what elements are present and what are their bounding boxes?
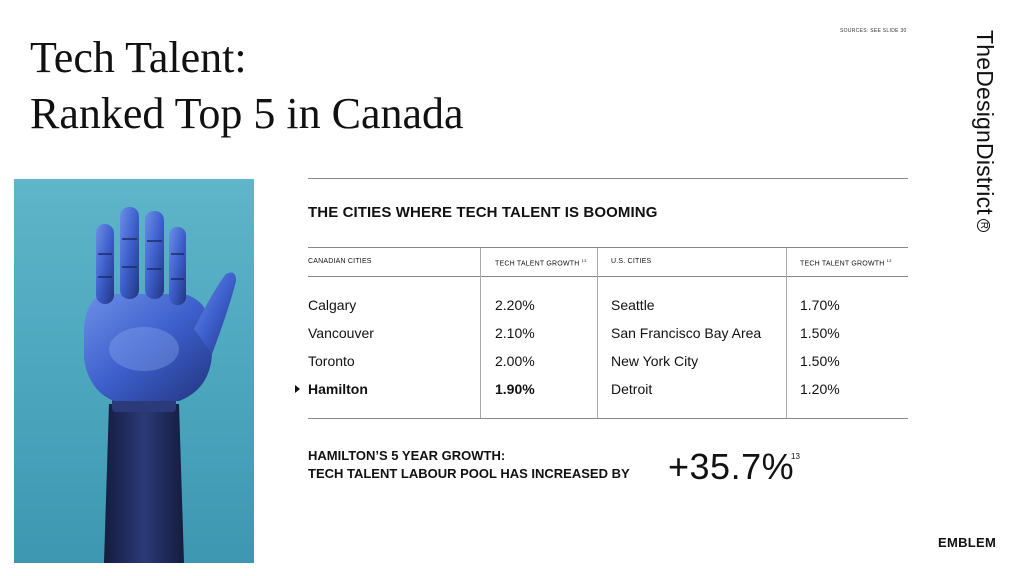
us-city-cell: New York City — [611, 353, 699, 369]
growth-callout-line2: TECH TALENT LABOUR POOL HAS INCREASED BY — [308, 466, 630, 481]
top-rule — [308, 178, 908, 179]
brand-logo: TheDesignDistrict R — [958, 30, 998, 270]
column-header-canadian-cities: CANADIAN CITIES — [308, 258, 372, 265]
growth-footnote-ref: 13 — [791, 452, 800, 461]
column-divider — [480, 248, 481, 418]
table-heading: THE CITIES WHERE TECH TALENT IS BOOMING — [308, 204, 658, 221]
ca-growth-cell: 2.00% — [495, 353, 535, 369]
caret-right-icon — [295, 385, 300, 393]
ca-growth-cell: 2.10% — [495, 325, 535, 341]
us-growth-cell: 1.70% — [800, 297, 840, 313]
registered-icon: R — [976, 218, 990, 232]
growth-value: +35.7% — [668, 446, 795, 487]
us-city-cell: Seattle — [611, 297, 655, 313]
ca-growth-cell: 2.20% — [495, 297, 535, 313]
ca-city-cell: Hamilton — [308, 381, 368, 397]
column-header-tech-growth-ca-sup: 13 — [581, 258, 587, 263]
growth-callout-line1: HAMILTON’S 5 YEAR GROWTH: — [308, 448, 506, 463]
column-header-tech-growth-us: TECH TALENT GROWTH 13 — [800, 258, 892, 267]
slide-title: Tech Talent: Ranked Top 5 in Canada — [30, 30, 464, 142]
ca-city-cell: Toronto — [308, 353, 355, 369]
column-header-tech-growth-ca-label: TECH TALENT GROWTH — [495, 260, 580, 268]
us-city-cell: Detroit — [611, 381, 653, 397]
column-header-us-cities: U.S. CITIES — [611, 258, 652, 265]
brand-name: TheDesignDistrict — [972, 30, 998, 215]
us-growth-cell: 1.20% — [800, 381, 840, 397]
column-header-tech-growth-ca: TECH TALENT GROWTH 13 — [495, 258, 587, 267]
robotic-hand-photo — [14, 179, 254, 563]
slide-title-line1: Tech Talent: — [30, 33, 247, 82]
us-growth-cell: 1.50% — [800, 353, 840, 369]
slide-title-line2: Ranked Top 5 in Canada — [30, 89, 464, 138]
table-bottom-rule — [308, 418, 908, 419]
column-divider — [597, 248, 598, 418]
ca-growth-cell: 1.90% — [495, 381, 535, 397]
column-header-tech-growth-us-sup: 13 — [886, 258, 892, 263]
ca-city-cell: Calgary — [308, 297, 357, 313]
us-city-cell: San Francisco Bay Area — [611, 325, 762, 341]
robotic-hand-illustration — [84, 207, 236, 563]
header-rule-bottom — [308, 276, 908, 277]
column-divider — [786, 248, 787, 418]
header-rule-top — [308, 247, 908, 248]
sources-note: SOURCES: SEE SLIDE 30 — [840, 28, 907, 34]
ca-city-cell: Vancouver — [308, 325, 374, 341]
us-growth-cell: 1.50% — [800, 325, 840, 341]
column-header-tech-growth-us-label: TECH TALENT GROWTH — [800, 260, 885, 268]
emblem-logo: EMBLEM — [938, 535, 997, 550]
